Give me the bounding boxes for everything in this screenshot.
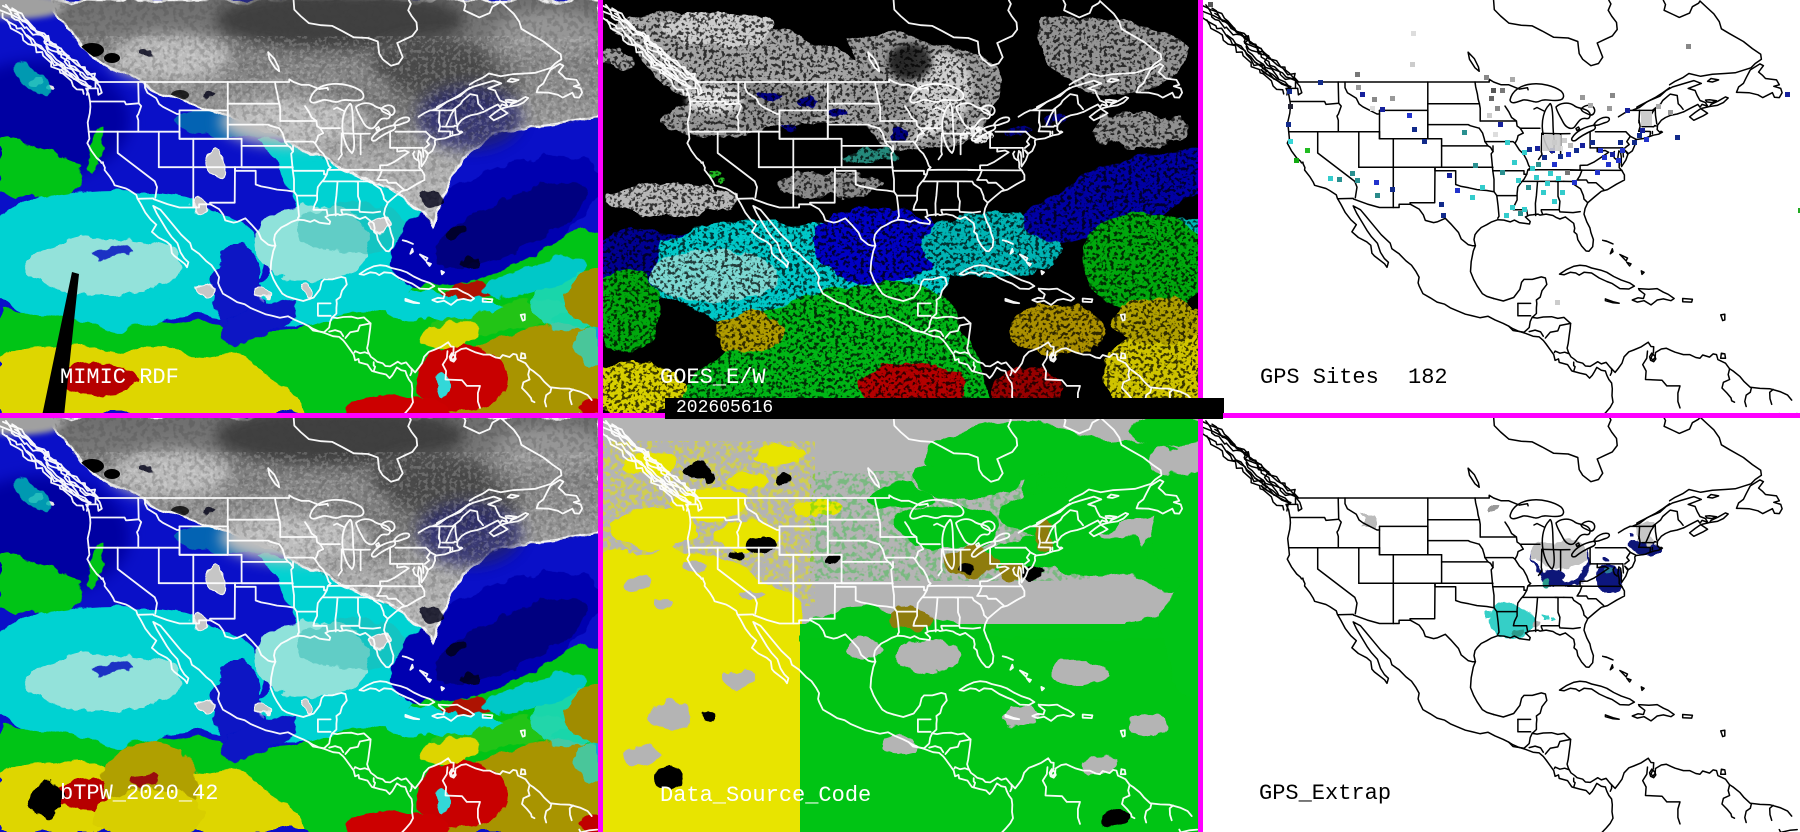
svg-text:MIMIC RDF: MIMIC RDF: [60, 365, 179, 390]
svg-text:GPS Sites: GPS Sites: [1260, 365, 1379, 390]
svg-text:GOES_E/W: GOES_E/W: [660, 365, 766, 390]
svg-text:bTPW_2020_42: bTPW_2020_42: [60, 781, 218, 806]
svg-text:GPS_Extrap: GPS_Extrap: [1259, 781, 1391, 806]
svg-text:182: 182: [1408, 365, 1448, 390]
svg-text:Data_Source_Code: Data_Source_Code: [660, 783, 871, 808]
